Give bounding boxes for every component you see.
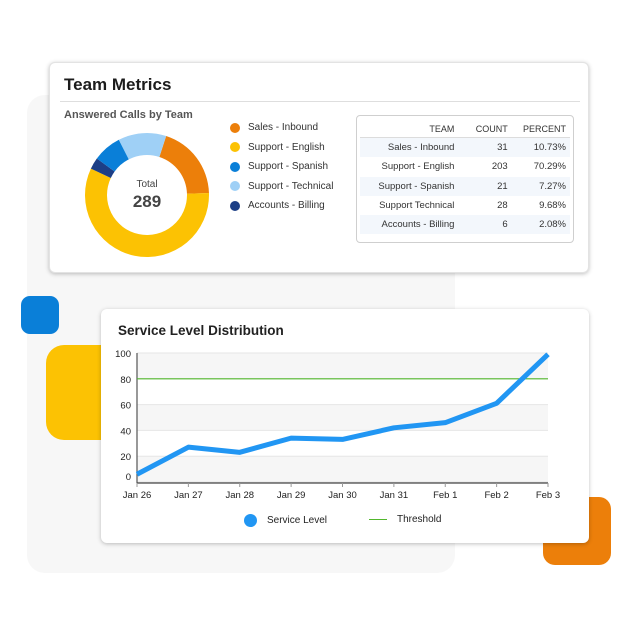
y-tick-label: 40 [120, 426, 131, 437]
legend-label: Accounts - Billing [248, 200, 325, 212]
legend-item[interactable]: Accounts - Billing [230, 196, 333, 216]
column-header-count[interactable]: COUNT [460, 120, 508, 138]
x-tick-label: Feb 1 [433, 490, 457, 501]
cell-count: 6 [460, 215, 508, 235]
legend-dot-icon [230, 161, 240, 172]
service-level-card: Service Level Distribution 0 20 40 60 80 100 J… [101, 309, 589, 543]
x-tick-label: Jan 30 [328, 490, 357, 501]
legend-dot-icon [230, 200, 240, 211]
column-header-team[interactable]: TEAM [360, 120, 461, 138]
total-value: 289 [132, 192, 162, 211]
title-divider [60, 101, 580, 102]
donut-slice[interactable] [90, 158, 115, 178]
legend-label: Support - Spanish [248, 161, 329, 173]
legend-dot-icon [230, 181, 240, 192]
y-tick-label: 20 [120, 452, 131, 463]
table-header-row: TEAM COUNT PERCENT [360, 120, 570, 138]
donut-total: Total 289 [84, 132, 210, 258]
card-title: Service Level Distribution [118, 323, 284, 338]
legend-line-icon [369, 519, 387, 520]
y-tick-label: 100 [115, 349, 131, 360]
cell-percent: 7.27% [507, 176, 570, 196]
cell-team: Accounts - Billing [360, 215, 461, 235]
legend-item-threshold[interactable]: Threshold [369, 514, 441, 525]
donut-slice[interactable] [118, 133, 167, 160]
team-table-container: TEAM COUNT PERCENT Sales - Inbound 31 10… [356, 115, 574, 243]
x-tick-label: Jan 31 [380, 490, 409, 501]
cell-count: 31 [460, 137, 508, 158]
chart-subtitle: Answered Calls by Team [64, 109, 193, 121]
donut-slice[interactable] [159, 136, 209, 194]
decorative-blue-square [21, 296, 59, 334]
table-row: Sales - Inbound 31 10.73% [360, 137, 570, 158]
team-metrics-card: Team Metrics Answered Calls by Team Tota… [49, 62, 589, 273]
legend-item[interactable]: Sales - Inbound [230, 118, 333, 138]
x-tick-label: Jan 27 [174, 490, 203, 501]
cell-percent: 10.73% [507, 137, 570, 158]
team-table: TEAM COUNT PERCENT Sales - Inbound 31 10… [360, 120, 570, 235]
table-row: Support Technical 28 9.68% [360, 196, 570, 215]
donut-slice[interactable] [96, 139, 129, 172]
cell-percent: 9.68% [539, 200, 566, 212]
y-tick-label: 0 [126, 472, 131, 483]
y-tick-label: 80 [120, 375, 131, 386]
legend-label: Service Level [267, 515, 328, 526]
cell-team: Support Technical [379, 200, 455, 212]
cell-count: 21 [460, 176, 508, 196]
legend-item[interactable]: Support - Spanish [230, 157, 333, 177]
cell-team: Support - English [381, 161, 455, 173]
cell-count: 203 [491, 161, 508, 173]
x-tick-label: Feb 3 [536, 490, 560, 501]
donut-chart [85, 133, 209, 257]
total-label: Total [136, 179, 158, 190]
table-row: Accounts - Billing 6 2.08% [360, 215, 570, 235]
cell-percent: 70.29% [533, 161, 566, 173]
donut-legend: Sales - Inbound Support - English Suppor… [230, 118, 333, 216]
legend-item[interactable]: Support - English [230, 138, 333, 158]
cell-count: 28 [497, 200, 508, 212]
x-tick-label: Jan 26 [123, 490, 152, 501]
legend-item-service-level[interactable]: Service Level [244, 514, 327, 527]
y-tick-label: 60 [120, 401, 131, 412]
table-row: Support - English 203 70.29% [360, 157, 570, 176]
cell-percent: 2.08% [507, 215, 570, 235]
card-title: Team Metrics [64, 75, 172, 94]
legend-label: Sales - Inbound [248, 122, 319, 134]
x-tick-label: Feb 2 [484, 490, 508, 501]
service-level-line[interactable] [135, 352, 550, 477]
cell-team: Support - Spanish [360, 176, 461, 196]
x-tick-label: Jan 29 [277, 490, 306, 501]
legend-dot-icon [230, 142, 240, 153]
legend-dot-icon [230, 122, 240, 133]
legend-label: Support - Technical [248, 180, 334, 192]
column-header-percent[interactable]: PERCENT [507, 120, 570, 138]
legend-label: Support - English [248, 141, 325, 153]
cell-team: Sales - Inbound [360, 137, 461, 158]
table-row: Support - Spanish 21 7.27% [360, 176, 570, 196]
x-tick-label: Jan 28 [225, 490, 254, 501]
legend-dot-icon [244, 514, 257, 527]
donut-slice[interactable] [85, 168, 209, 257]
line-chart: 0 20 40 60 80 100 Jan 26 Jan 27 Jan 28 Jan 29 Jan … [115, 349, 560, 501]
legend-label: Threshold [397, 514, 442, 525]
legend-item[interactable]: Support - Technical [230, 177, 333, 197]
